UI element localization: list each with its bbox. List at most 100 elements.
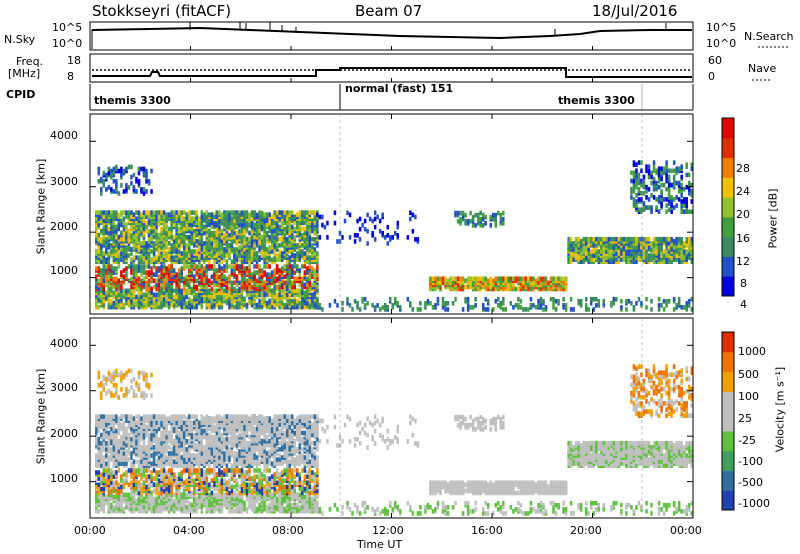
- power-cell: [291, 210, 294, 215]
- power-cell: [675, 203, 678, 208]
- power-cell: [288, 292, 291, 298]
- power-cell: [253, 234, 256, 240]
- power-cell: [185, 234, 188, 240]
- power-cell: [687, 245, 691, 250]
- power-cell: [208, 228, 211, 234]
- power-cell: [584, 296, 588, 302]
- power-cell: [306, 288, 309, 294]
- power-cell: [233, 253, 236, 258]
- power-cell: [436, 296, 440, 302]
- power-cell: [507, 276, 510, 282]
- power-cell: [311, 292, 314, 298]
- power-cell: [172, 247, 176, 252]
- power-cell: [185, 251, 188, 256]
- power-cell: [220, 228, 224, 234]
- power-cell: [677, 236, 681, 242]
- power-cell: [492, 307, 495, 312]
- power-cell: [260, 286, 264, 292]
- power-cell: [122, 288, 126, 294]
- power-cell: [630, 190, 633, 196]
- power-cell: [175, 276, 178, 282]
- power-cell: [285, 280, 289, 286]
- power-cell: [97, 216, 101, 222]
- power-cell: [291, 288, 294, 294]
- power-cell: [187, 282, 191, 288]
- power-cell: [157, 257, 161, 262]
- power-cell: [95, 216, 98, 222]
- power-cell: [502, 307, 505, 312]
- power-cell: [107, 270, 111, 275]
- power-cell: [441, 305, 445, 310]
- velocity-cell: [303, 508, 307, 514]
- power-cell: [245, 222, 249, 228]
- power-cell: [502, 300, 505, 306]
- power-cell: [215, 302, 219, 308]
- power-cell: [489, 223, 492, 228]
- power-cell: [348, 212, 352, 218]
- velocity-cell: [270, 504, 274, 510]
- power-cell: [534, 305, 538, 310]
- power-cell: [190, 216, 193, 222]
- power-cell: [125, 183, 128, 188]
- power-cell: [275, 222, 279, 228]
- power-cell: [484, 276, 487, 282]
- power-cell: [235, 247, 239, 252]
- power-cell: [137, 178, 141, 184]
- power-cell: [637, 207, 641, 212]
- power-cell: [200, 247, 204, 252]
- power-cell: [652, 160, 656, 165]
- power-cell: [97, 222, 101, 228]
- power-cell: [230, 232, 234, 238]
- power-cell: [165, 274, 168, 279]
- power-cell: [193, 249, 196, 254]
- power-cell: [655, 168, 658, 174]
- power-cell: [293, 214, 297, 219]
- power-cell: [198, 220, 201, 226]
- power-cell: [260, 234, 264, 240]
- power-cell: [444, 307, 447, 312]
- power-cell: [635, 184, 638, 190]
- power-cell: [180, 266, 183, 271]
- power-cell: [170, 284, 173, 290]
- power-cell: [137, 166, 141, 172]
- power-cell: [690, 199, 693, 204]
- power-cell: [175, 238, 178, 244]
- power-cell: [637, 176, 641, 182]
- nsky-label: N.Sky: [4, 33, 36, 46]
- power-cell: [218, 210, 221, 215]
- power-cell: [552, 300, 555, 306]
- power-cell: [600, 236, 603, 242]
- power-cell: [499, 216, 503, 222]
- power-cell: [125, 234, 128, 240]
- power-cell: [263, 226, 266, 232]
- power-cell: [283, 220, 286, 226]
- power-cell: [454, 296, 457, 302]
- power-cell: [260, 274, 264, 279]
- power-cell: [406, 235, 410, 240]
- power-cell: [265, 286, 269, 292]
- power-cell: [248, 223, 251, 228]
- power-cell: [652, 176, 656, 182]
- power-cell: [235, 274, 239, 279]
- power-cell: [238, 280, 241, 286]
- power-cell: [298, 214, 302, 219]
- velocity-cell: [185, 492, 188, 498]
- power-cell: [102, 218, 106, 224]
- power-cell: [102, 238, 106, 244]
- power-cell: [135, 210, 138, 215]
- velocity-cell: [203, 494, 206, 500]
- power-cell: [117, 264, 121, 269]
- power-cell: [238, 218, 241, 224]
- power-cell: [100, 272, 103, 277]
- power-cell: [230, 259, 234, 264]
- velocity-cell: [210, 508, 214, 514]
- power-cell: [208, 302, 211, 308]
- power-cell: [117, 212, 121, 217]
- power-cell: [459, 276, 462, 282]
- power-cell: [155, 224, 158, 230]
- power-cell: [431, 305, 435, 310]
- power-cell: [645, 296, 648, 302]
- power-cell: [107, 170, 111, 176]
- power-cell: [293, 247, 297, 252]
- power-cell: [411, 212, 415, 218]
